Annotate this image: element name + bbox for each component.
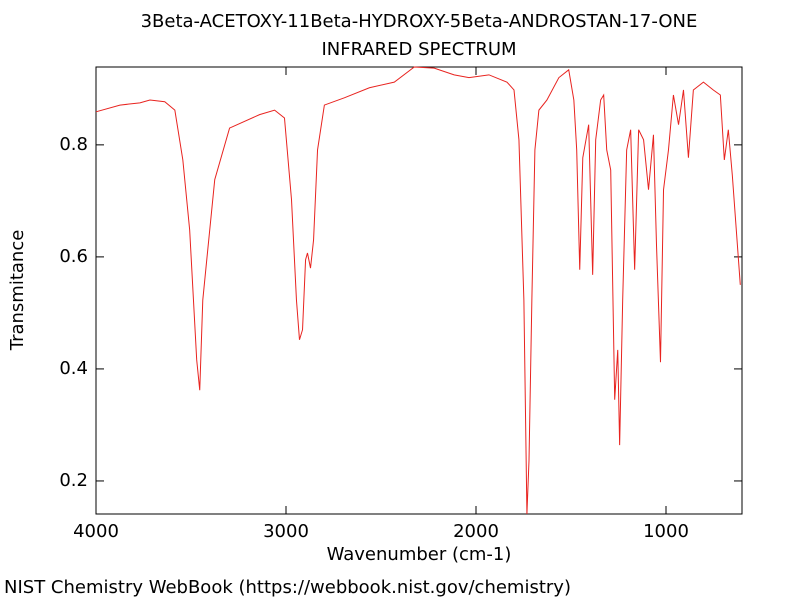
y-axis-label: Transmitance — [7, 230, 28, 352]
x-tick-label: 2000 — [453, 521, 499, 542]
x-tick-label: 1000 — [643, 521, 689, 542]
y-tick-label: 0.4 — [59, 358, 88, 379]
x-tick-label: 4000 — [73, 521, 119, 542]
footer: NIST Chemistry WebBook (https://webbook.… — [4, 577, 571, 598]
spectrum-line — [95, 66, 741, 515]
x-axis-label: Wavenumber (cm-1) — [327, 544, 512, 565]
chart-subtitle: INFRARED SPECTRUM — [321, 39, 516, 60]
x-tick-label: 3000 — [263, 521, 309, 542]
chart-title: 3Beta-ACETOXY-11Beta-HYDROXY-5Beta-ANDRO… — [141, 11, 698, 32]
y-tick-label: 0.6 — [59, 246, 88, 267]
y-tick-label: 0.2 — [59, 470, 88, 491]
y-tick-label: 0.8 — [59, 134, 88, 155]
